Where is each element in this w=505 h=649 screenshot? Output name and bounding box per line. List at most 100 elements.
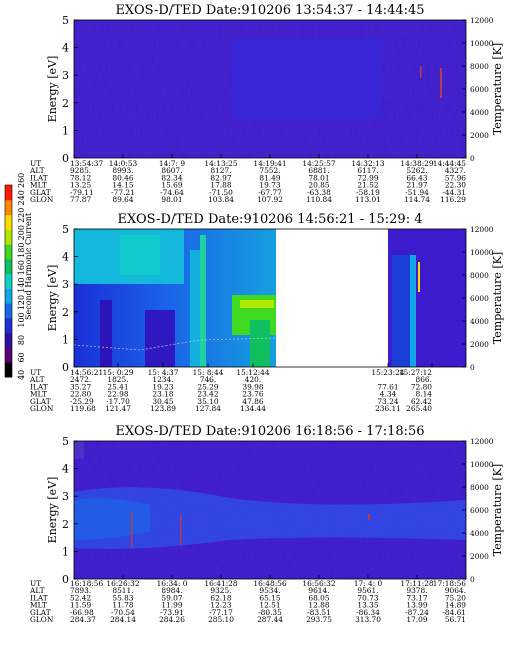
table-row-label: ALT [29,166,45,175]
table-cell: 265.40 [406,404,432,413]
y2-tick-label: 6000 [470,294,489,303]
colorbar-swatch [5,347,12,363]
panel-3-temperature-bar-2 [180,515,182,545]
table-cell: 11.78 [112,601,133,610]
table-cell: 11.99 [161,601,182,610]
axes-layer: 012345020004000600080001000012000Energy … [46,14,504,586]
panel-3-ylabel: Energy [eV] [46,477,59,544]
table-cell: 22.30 [445,181,466,190]
table-cell: 8127. [210,166,231,175]
table-row-label: MLT [30,601,47,610]
colorbar-label: Second Harmonic Current [24,212,33,320]
table-cell: -80.35 [258,608,282,617]
table-cell: 75.20 [445,593,466,602]
table-row-label: GLAT [30,608,51,617]
y-tick-label: 3 [62,278,69,291]
y-tick-label: 0 [62,152,69,165]
table-cell: 107.92 [257,195,283,204]
panel-2-dark-column-1 [100,300,112,367]
colorbar-ticks: 40 60 80 100 120 140 160 180 200 220 240 260 [17,173,26,380]
colorbar-tick-label: 140 [17,277,26,292]
table-cell: 17:11:28 [400,579,433,588]
panel-3: EXOS-D/TED Date:910206 16:18:56 - 17:18:… [74,424,466,579]
y2-tick-label: 4000 [470,529,489,538]
y2-tick-label: 2000 [470,340,489,349]
y-tick-label: 1 [62,545,69,558]
table-cell: 78.01 [308,173,329,182]
y-tick-label: 5 [62,435,69,448]
table-cell: 77.87 [70,195,91,204]
table-cell: -84.61 [442,608,466,617]
table-cell: -77.21 [111,188,135,197]
panel-1-ylabel: Energy [eV] [46,56,59,123]
table-cell: -25.29 [70,397,94,406]
panel-2-temperature-bar [418,262,420,292]
table-cell: -79.11 [70,188,94,197]
table-cell: 65.15 [259,593,280,602]
table-cell: 16:56:32 [302,579,335,588]
panel-2-spike-1 [190,250,202,367]
table-cell: 284.14 [110,615,136,624]
table-cell: 15: 8:44 [193,368,224,377]
table-cell: 35.27 [70,382,91,391]
table-row-label: ILAT [30,173,48,182]
y-tick-label: 3 [62,69,69,82]
y-tick-label: 2 [62,518,69,531]
table-cell: 13.35 [357,601,378,610]
y-tick-label: 1 [62,124,69,137]
table-cell: 15: 4:37 [148,368,179,377]
table-cell: 56.71 [445,615,466,624]
table-cell: 8511. [112,586,133,595]
panel-1-y2label: Temperature [K] [491,43,504,135]
table-cell: 1825. [107,375,128,384]
y2-tick-label: 10000 [470,248,494,257]
y2-tick-label: 10000 [470,39,494,48]
table-cell: 866. [416,375,432,384]
y2-tick-label: 12000 [470,437,494,446]
table-cell: 9285. [70,166,91,175]
table-cell: 72.80 [411,382,432,391]
panel-1-temperature-bar [440,68,442,98]
table-cell: 23.18 [152,390,173,399]
table-cell: 81.49 [259,173,280,182]
colorbar-tick-label: 260 [17,173,26,188]
table-cell: 22.80 [70,390,91,399]
panel-2-green-low [250,320,270,367]
table-cell: 236.11 [375,404,401,413]
table-cell: 7552. [259,166,280,175]
table-cell: -67.77 [258,188,282,197]
colorbar-frame [4,184,13,378]
table-cell: 12.88 [308,601,329,610]
panel-2-data-gap [276,229,388,367]
table-row-label: GLON [30,615,54,624]
table-cell: -70.54 [111,608,135,617]
table-cell: 16:41:28 [204,579,237,588]
y2-tick-label: 6000 [470,506,489,515]
colorbar-swatch [5,244,12,260]
panel-1-enhanced-band [232,38,382,120]
table-cell: 14.89 [445,601,466,610]
y2-tick-label: 4000 [470,108,489,117]
colorbar-swatch [5,332,12,348]
colorbar-swatch [5,273,12,289]
table-cell: 9534. [259,586,280,595]
table-cell: 113.01 [355,195,381,204]
table-cell: 9561. [357,586,378,595]
table-cell: 11.59 [70,601,91,610]
panel-2-late-column [392,255,410,367]
table-cell: 7893. [70,586,91,595]
table-cell: 15:27:12 [399,368,432,377]
panel-2-orbit-table: UTALTILATMLTGLATGLON14:56:212472.35.2722… [29,368,432,413]
colorbar-swatch [5,288,12,304]
y2-tick-label: 4000 [470,317,489,326]
y2-tick-label: 8000 [470,483,489,492]
y2-tick-label: 10000 [470,460,494,469]
table-cell: 14:0:53 [109,159,138,168]
table-cell: 114.74 [404,195,430,204]
panel-2-dark-column-2 [145,310,175,367]
table-cell: 25.41 [107,382,128,391]
colorbar-tick-label: 40 [17,370,26,380]
panel-2-features [73,229,466,367]
